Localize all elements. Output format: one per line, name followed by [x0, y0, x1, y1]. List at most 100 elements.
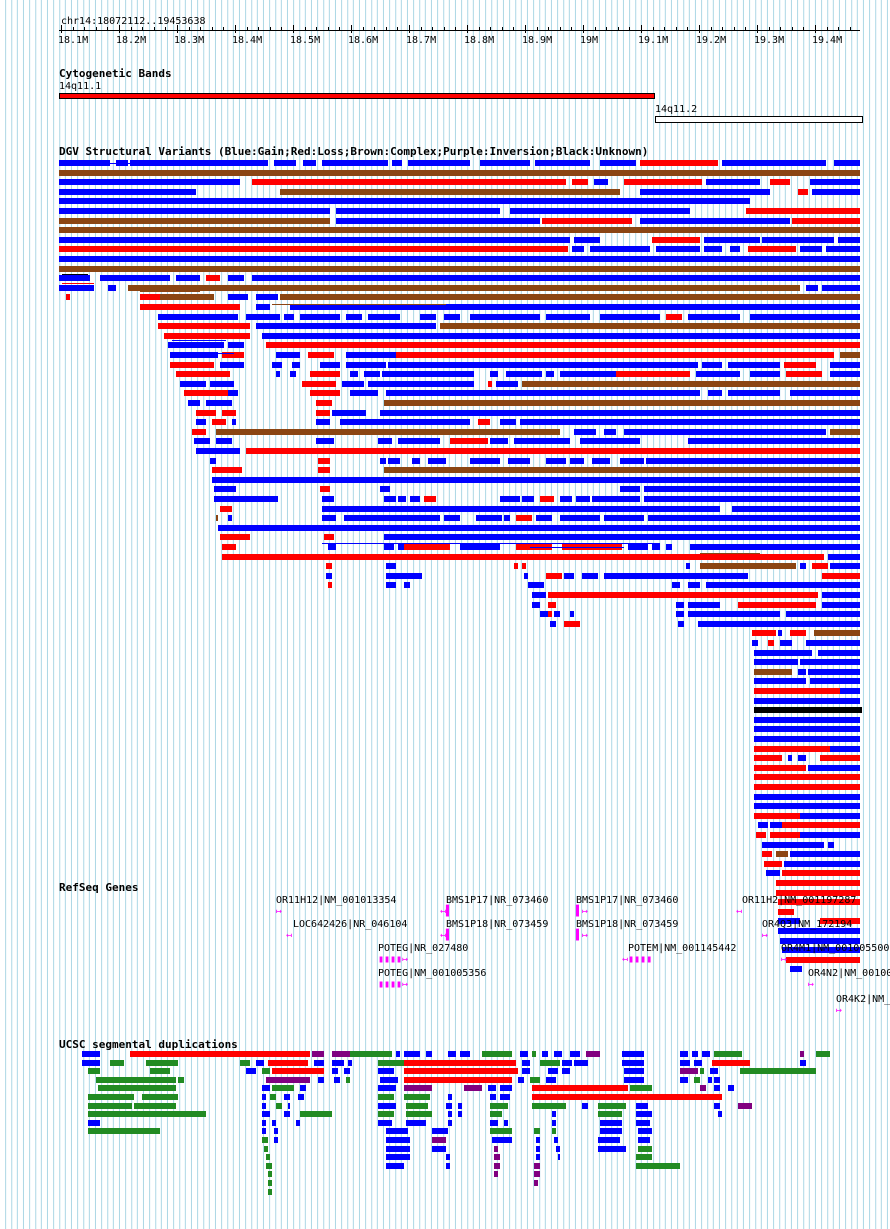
- segdup-blue-feature[interactable]: [458, 1111, 462, 1117]
- dgv-gain-variant[interactable]: [522, 496, 534, 502]
- dgv-loss-variant[interactable]: [196, 410, 216, 416]
- dgv-loss-variant[interactable]: [140, 294, 160, 300]
- dgv-gain-variant[interactable]: [59, 179, 240, 185]
- dgv-gain-variant[interactable]: [706, 582, 860, 588]
- segdup-blue-feature[interactable]: [636, 1111, 652, 1117]
- segdup-green-feature[interactable]: [270, 1094, 276, 1100]
- segdup-blue-feature[interactable]: [406, 1120, 426, 1126]
- segdup-purple-feature[interactable]: [332, 1051, 350, 1057]
- dgv-loss-variant[interactable]: [782, 870, 860, 876]
- dgv-gain-variant[interactable]: [228, 294, 248, 300]
- segdup-blue-feature[interactable]: [542, 1051, 548, 1057]
- segdup-blue-feature[interactable]: [378, 1103, 396, 1109]
- dgv-gain-variant[interactable]: [535, 160, 590, 166]
- segdup-red-feature[interactable]: [404, 1077, 512, 1083]
- refseq-gene-label[interactable]: POTEG|NR_027480: [378, 943, 469, 954]
- segdup-red-feature[interactable]: [532, 1094, 722, 1100]
- segdup-blue-feature[interactable]: [680, 1060, 690, 1066]
- dgv-gain-variant[interactable]: [336, 208, 500, 214]
- dgv-gain-variant[interactable]: [686, 563, 690, 569]
- segdup-blue-feature[interactable]: [554, 1051, 562, 1057]
- dgv-gain-variant[interactable]: [604, 429, 616, 435]
- dgv-gain-variant[interactable]: [316, 438, 334, 444]
- dgv-loss-variant[interactable]: [212, 419, 226, 425]
- dgv-gain-variant[interactable]: [346, 362, 386, 368]
- segdup-purple-feature[interactable]: [494, 1154, 500, 1160]
- dgv-gain-variant[interactable]: [448, 304, 860, 310]
- dgv-loss-variant[interactable]: [170, 362, 214, 368]
- dgv-gain-variant[interactable]: [840, 688, 860, 694]
- dgv-loss-variant[interactable]: [324, 534, 334, 540]
- segdup-blue-feature[interactable]: [446, 1163, 450, 1169]
- dgv-gain-variant[interactable]: [822, 592, 860, 598]
- dgv-loss-variant[interactable]: [316, 410, 330, 416]
- refseq-gene-model-icon[interactable]: ▌↦: [576, 930, 589, 941]
- segdup-blue-feature[interactable]: [386, 1154, 410, 1160]
- dgv-gain-variant[interactable]: [59, 160, 96, 166]
- dgv-gain-variant[interactable]: [262, 333, 860, 339]
- dgv-gain-variant[interactable]: [100, 275, 170, 281]
- segdup-blue-feature[interactable]: [348, 1060, 352, 1066]
- dgv-gain-variant[interactable]: [754, 726, 860, 732]
- dgv-loss-variant[interactable]: [770, 179, 790, 185]
- dgv-gain-variant[interactable]: [398, 438, 440, 444]
- segdup-green-feature[interactable]: [598, 1111, 622, 1117]
- dgv-gain-variant[interactable]: [380, 410, 860, 416]
- dgv-gain-variant[interactable]: [496, 381, 518, 387]
- dgv-loss-variant[interactable]: [798, 189, 808, 195]
- dgv-gain-variant[interactable]: [600, 314, 660, 320]
- dgv-gain-variant[interactable]: [798, 669, 806, 675]
- segdup-green-feature[interactable]: [532, 1051, 536, 1057]
- dgv-gain-variant[interactable]: [380, 486, 390, 492]
- segdup-purple-feature[interactable]: [738, 1103, 752, 1109]
- segdup-green-feature[interactable]: [134, 1103, 176, 1109]
- dgv-loss-variant[interactable]: [548, 602, 556, 608]
- segdup-blue-feature[interactable]: [446, 1154, 450, 1160]
- segdup-green-feature[interactable]: [110, 1060, 124, 1066]
- segdup-blue-feature[interactable]: [274, 1128, 278, 1134]
- dgv-gain-variant[interactable]: [570, 458, 584, 464]
- segdup-green-feature[interactable]: [490, 1128, 512, 1134]
- dgv-gain-variant[interactable]: [580, 438, 640, 444]
- dgv-complex-variant[interactable]: [59, 218, 330, 224]
- dgv-loss-variant[interactable]: [318, 458, 330, 464]
- dgv-gain-variant[interactable]: [332, 410, 366, 416]
- dgv-gain-variant[interactable]: [386, 390, 700, 396]
- dgv-gain-variant[interactable]: [750, 371, 780, 377]
- segdup-purple-feature[interactable]: [404, 1085, 432, 1091]
- dgv-gain-variant[interactable]: [800, 813, 860, 819]
- dgv-gain-variant[interactable]: [676, 602, 684, 608]
- dgv-gain-variant[interactable]: [762, 237, 834, 243]
- dgv-gain-variant[interactable]: [256, 304, 270, 310]
- dgv-gain-variant[interactable]: [590, 246, 650, 252]
- segdup-blue-feature[interactable]: [404, 1051, 420, 1057]
- dgv-gain-variant[interactable]: [206, 400, 232, 406]
- segdup-blue-feature[interactable]: [88, 1120, 100, 1126]
- dgv-gain-variant[interactable]: [628, 544, 648, 550]
- segdup-green-feature[interactable]: [636, 1163, 680, 1169]
- dgv-loss-variant[interactable]: [784, 362, 816, 368]
- dgv-gain-variant[interactable]: [704, 246, 722, 252]
- dgv-gain-variant[interactable]: [826, 246, 860, 252]
- dgv-loss-variant[interactable]: [776, 890, 860, 896]
- dgv-loss-variant[interactable]: [212, 467, 242, 473]
- dgv-gain-variant[interactable]: [276, 371, 280, 377]
- dgv-gain-variant[interactable]: [656, 246, 700, 252]
- dgv-gain-variant[interactable]: [838, 237, 860, 243]
- refseq-gene-model-icon[interactable]: ↤▌: [440, 930, 453, 941]
- segdup-green-feature[interactable]: [346, 1077, 350, 1083]
- dgv-gain-variant[interactable]: [228, 275, 244, 281]
- segdup-blue-feature[interactable]: [710, 1068, 718, 1074]
- dgv-loss-variant[interactable]: [764, 861, 782, 867]
- dgv-gain-variant[interactable]: [108, 285, 116, 291]
- segdup-red-feature[interactable]: [130, 1051, 310, 1057]
- dgv-gain-variant[interactable]: [648, 515, 860, 521]
- dgv-gain-variant[interactable]: [800, 246, 822, 252]
- segdup-blue-feature[interactable]: [448, 1120, 452, 1126]
- dgv-gain-variant[interactable]: [220, 362, 244, 368]
- refseq-gene-model-icon[interactable]: ↤: [736, 906, 743, 917]
- dgv-gain-variant[interactable]: [758, 822, 768, 828]
- dgv-gain-variant[interactable]: [754, 803, 860, 809]
- segdup-red-feature[interactable]: [532, 1085, 628, 1091]
- dgv-gain-variant[interactable]: [620, 458, 644, 464]
